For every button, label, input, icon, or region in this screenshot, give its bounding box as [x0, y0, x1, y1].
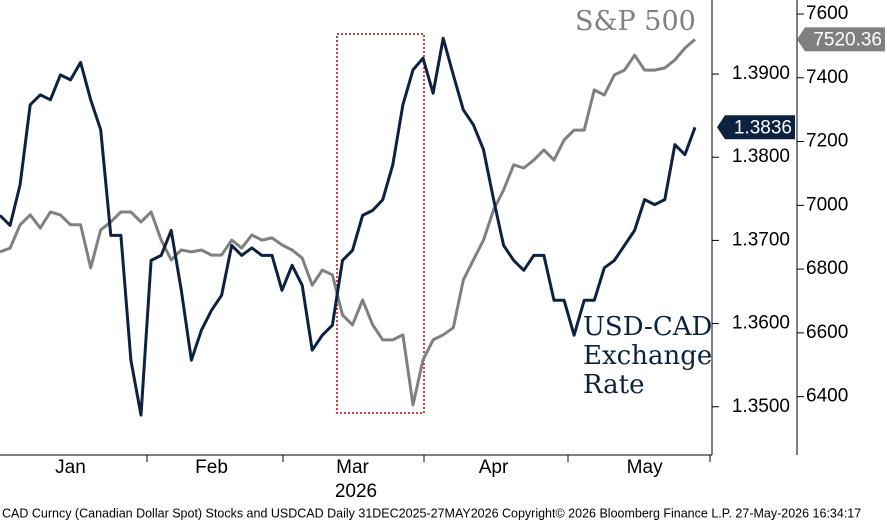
series-label: USD-CAD Exchange Rate: [583, 312, 713, 400]
y2-tick-label: 7200: [806, 131, 848, 152]
x-tick-label: Feb: [195, 457, 228, 478]
y2-tick-label: 6600: [806, 322, 848, 343]
footer: CAD Curncy (Canadian Dollar Spot) Stocks…: [2, 506, 861, 520]
x-tick-label: May: [627, 457, 663, 478]
x-tick-label: Apr: [479, 457, 509, 478]
y-tick-label: 1.3700: [732, 229, 790, 250]
series-line: [0, 36, 697, 417]
series-line: [0, 38, 696, 407]
y2-tick-label: 7600: [806, 3, 848, 24]
y-tick-label: 1.3500: [732, 396, 790, 417]
y-tick-label: 1.3800: [732, 146, 790, 167]
value-label-box: [717, 115, 795, 140]
y2-tick-label: 6800: [806, 258, 848, 279]
value-label: 1.3836: [734, 117, 792, 138]
highlight-box: [336, 33, 425, 414]
y2-tick-label: 7000: [806, 194, 848, 215]
month-ticks: [146, 455, 711, 462]
value-label: 7520.36: [813, 29, 882, 50]
y-tick-label: 1.3900: [732, 63, 790, 84]
y2-tick-label: 7400: [806, 67, 848, 88]
series-label: S&P 500: [575, 6, 696, 37]
x-tick-label: Mar: [336, 457, 369, 478]
y-tick-label: 1.3600: [732, 313, 790, 334]
y2-tick-label: 6400: [806, 386, 848, 407]
x-year-label: 2026: [335, 481, 377, 502]
value-label-box: [797, 27, 885, 52]
x-tick-label: Jan: [55, 457, 86, 478]
